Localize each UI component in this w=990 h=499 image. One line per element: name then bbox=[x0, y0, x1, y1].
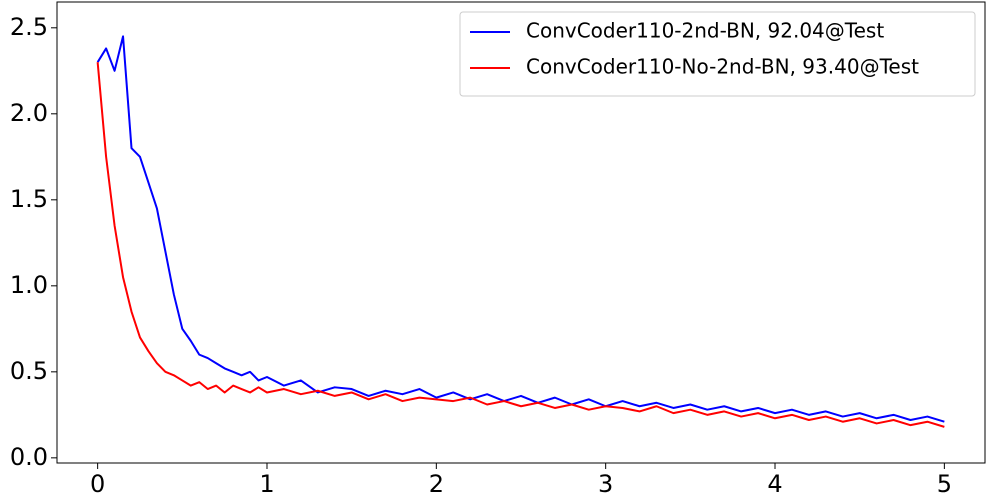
x-tick-label: 3 bbox=[598, 470, 613, 498]
x-tick-label: 4 bbox=[767, 470, 782, 498]
y-tick-label: 0.5 bbox=[10, 357, 48, 385]
legend-label: ConvCoder110-2nd-BN, 92.04@Test bbox=[526, 19, 884, 43]
x-tick-label: 1 bbox=[259, 470, 274, 498]
x-tick-label: 5 bbox=[937, 470, 952, 498]
series-line bbox=[96, 62, 945, 428]
y-tick-label: 2.0 bbox=[10, 99, 48, 127]
y-tick-label: 1.0 bbox=[10, 271, 48, 299]
legend: ConvCoder110-2nd-BN, 92.04@Test ConvCoder… bbox=[459, 11, 976, 97]
x-tick-label: 0 bbox=[90, 470, 105, 498]
y-tick-label: 0.0 bbox=[10, 443, 48, 471]
series-line bbox=[96, 35, 945, 423]
legend-label: ConvCoder110-No-2nd-BN, 93.40@Test bbox=[526, 55, 919, 79]
y-tick-label: 2.5 bbox=[10, 13, 48, 41]
y-tick-label: 1.5 bbox=[10, 185, 48, 213]
legend-box bbox=[459, 11, 976, 97]
plot-frame bbox=[56, 1, 986, 464]
x-tick-label: 2 bbox=[429, 470, 444, 498]
